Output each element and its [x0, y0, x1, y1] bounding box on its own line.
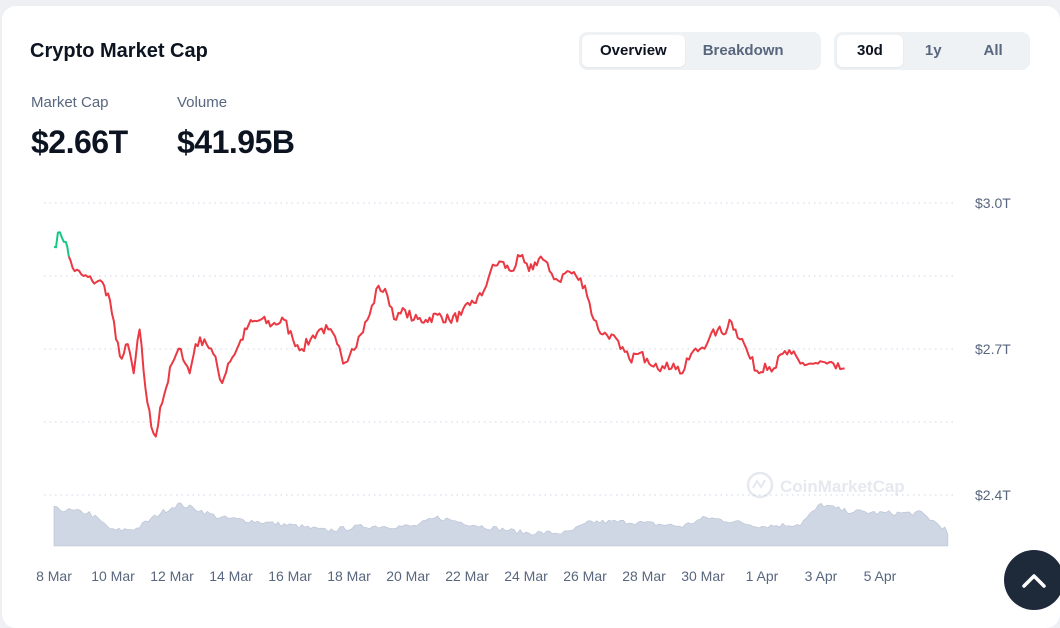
scroll-to-top-button[interactable] [1004, 550, 1060, 610]
tab-breakdown[interactable]: Breakdown [702, 42, 784, 59]
y-tick-label: $2.7T [975, 341, 1011, 357]
market-cap-value: $2.66T [31, 124, 128, 160]
volume-area [53, 502, 949, 547]
x-tick-label: 30 Mar [681, 568, 725, 584]
x-axis-labels: 8 Mar 10 Mar 12 Mar 14 Mar 16 Mar 18 Mar 20 Ma… [36, 568, 897, 584]
x-tick-label: 20 Mar [386, 568, 430, 584]
x-tick-label: 3 Apr [805, 568, 838, 584]
x-tick-label: 5 Apr [864, 568, 897, 584]
grid-lines [44, 202, 955, 496]
x-tick-label: 24 Mar [504, 568, 548, 584]
volume-label: Volume [177, 94, 228, 111]
x-tick-label: 16 Mar [268, 568, 312, 584]
x-tick-label: 28 Mar [622, 568, 666, 584]
range-all-button[interactable]: All [983, 42, 1003, 59]
volume-fill [53, 502, 949, 547]
x-tick-label: 10 Mar [91, 568, 135, 584]
y-tick-label: $2.4T [975, 487, 1011, 503]
card-title: Crypto Market Cap [30, 40, 208, 62]
range-30d-button[interactable]: 30d [837, 35, 903, 67]
range-toggle: 30d 1y All [834, 32, 1030, 70]
range-1y-button[interactable]: 1y [924, 42, 942, 59]
market-cap-label: Market Cap [31, 94, 109, 111]
x-tick-label: 14 Mar [209, 568, 253, 584]
watermark-text: CoinMarketCap [780, 477, 905, 496]
chevron-up-icon [1022, 574, 1046, 588]
price-line [53, 231, 845, 438]
tab-overview[interactable]: Overview [582, 35, 685, 67]
series-line-down [67, 253, 845, 438]
view-toggle: Overview Breakdown [579, 32, 821, 70]
x-tick-label: 8 Mar [36, 568, 72, 584]
series-line-up [53, 231, 70, 257]
y-tick-label: $3.0T [975, 195, 1011, 211]
x-tick-label: 12 Mar [150, 568, 194, 584]
x-tick-label: 22 Mar [445, 568, 489, 584]
x-tick-label: 26 Mar [563, 568, 607, 584]
x-tick-label: 1 Apr [746, 568, 779, 584]
y-axis-labels: $3.0T $2.7T $2.4T [975, 195, 1011, 503]
x-tick-label: 18 Mar [327, 568, 371, 584]
coinmarketcap-watermark: CoinMarketCap [746, 471, 905, 499]
volume-value: $41.95B [177, 124, 295, 160]
